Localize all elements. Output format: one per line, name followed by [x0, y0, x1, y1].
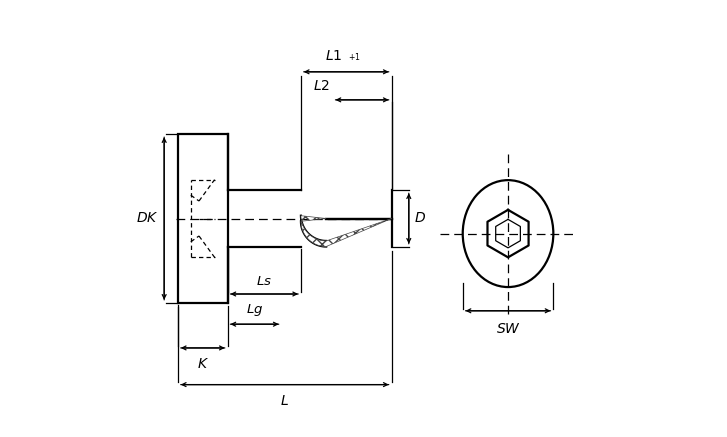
Text: $D$: $D$ — [414, 212, 426, 225]
Text: $L$: $L$ — [281, 394, 289, 408]
Text: $DK$: $DK$ — [136, 212, 159, 225]
Bar — [178, 134, 228, 303]
Text: $SW$: $SW$ — [496, 322, 521, 336]
Text: $L1$: $L1$ — [324, 49, 342, 63]
Text: $^{+1}$: $^{+1}$ — [348, 52, 361, 62]
Polygon shape — [301, 216, 392, 246]
Text: $Ls$: $Ls$ — [256, 274, 273, 288]
Text: $L2$: $L2$ — [313, 79, 330, 93]
Text: $K$: $K$ — [197, 357, 209, 371]
Text: $Lg$: $Lg$ — [246, 302, 263, 318]
